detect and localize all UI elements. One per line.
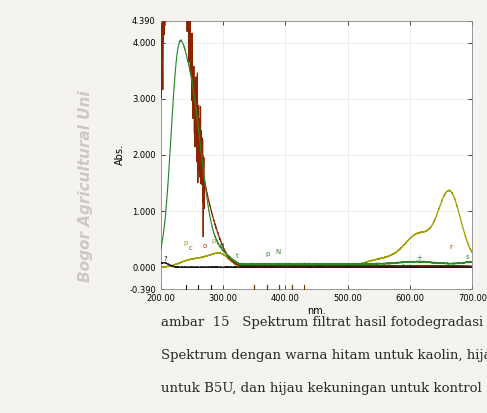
- Text: ?: ?: [163, 256, 167, 261]
- Text: -: -: [376, 256, 379, 262]
- Text: c: c: [188, 245, 192, 252]
- Text: g: g: [220, 242, 224, 248]
- Text: r: r: [449, 244, 452, 250]
- Text: p: p: [266, 251, 270, 257]
- Text: Spektrum dengan warna hitam untuk kaolin, hijau untu: Spektrum dengan warna hitam untuk kaolin…: [161, 349, 487, 362]
- Text: s: s: [466, 254, 469, 260]
- Text: Bogor Agricultural Uni: Bogor Agricultural Uni: [78, 90, 93, 282]
- Text: +: +: [416, 255, 422, 261]
- Text: p: p: [211, 237, 216, 244]
- Text: o: o: [202, 243, 206, 249]
- Text: t: t: [235, 253, 238, 259]
- Y-axis label: Abs.: Abs.: [115, 145, 125, 165]
- Text: p: p: [184, 240, 188, 246]
- Text: untuk B5U, dan hijau kekuningan untuk kontrol (biru me: untuk B5U, dan hijau kekuningan untuk ko…: [161, 382, 487, 395]
- Text: ambar  15   Spektrum filtrat hasil fotodegradasi 12.5 ppm di bawa: ambar 15 Spektrum filtrat hasil fotodegr…: [161, 316, 487, 329]
- X-axis label: nm.: nm.: [307, 306, 326, 316]
- Text: N: N: [275, 249, 281, 255]
